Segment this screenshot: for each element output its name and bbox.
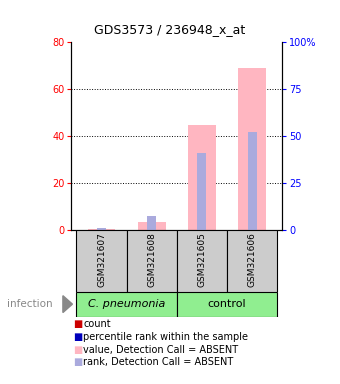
Bar (238, 68, 266, 230)
Text: control: control (208, 299, 246, 310)
Bar (248, 132, 257, 230)
Bar (177, 292, 277, 317)
Bar (97, 228, 106, 230)
Bar (198, 153, 206, 230)
Text: GSM321608: GSM321608 (147, 232, 156, 287)
Bar (76, 230, 126, 292)
Text: rank, Detection Call = ABSENT: rank, Detection Call = ABSENT (83, 358, 234, 367)
Text: GDS3573 / 236948_x_at: GDS3573 / 236948_x_at (95, 23, 245, 36)
Text: GSM321606: GSM321606 (248, 232, 257, 287)
Bar (126, 230, 177, 292)
Text: GSM321607: GSM321607 (97, 232, 106, 287)
Bar (88, 229, 115, 230)
Bar (147, 216, 156, 230)
Polygon shape (63, 296, 72, 313)
Text: ■: ■ (73, 332, 82, 342)
Text: percentile rank within the sample: percentile rank within the sample (83, 332, 248, 342)
Text: infection: infection (7, 299, 52, 309)
Text: GSM321605: GSM321605 (198, 232, 206, 287)
Bar (76, 292, 177, 317)
Text: C. pneumonia: C. pneumonia (88, 299, 165, 310)
Text: count: count (83, 319, 111, 329)
Text: ■: ■ (73, 319, 82, 329)
Bar (188, 124, 216, 230)
Text: value, Detection Call = ABSENT: value, Detection Call = ABSENT (83, 345, 238, 355)
Text: ■: ■ (73, 345, 82, 355)
Bar (227, 230, 277, 292)
Bar (177, 230, 227, 292)
Text: ■: ■ (73, 358, 82, 367)
Bar (138, 222, 166, 230)
